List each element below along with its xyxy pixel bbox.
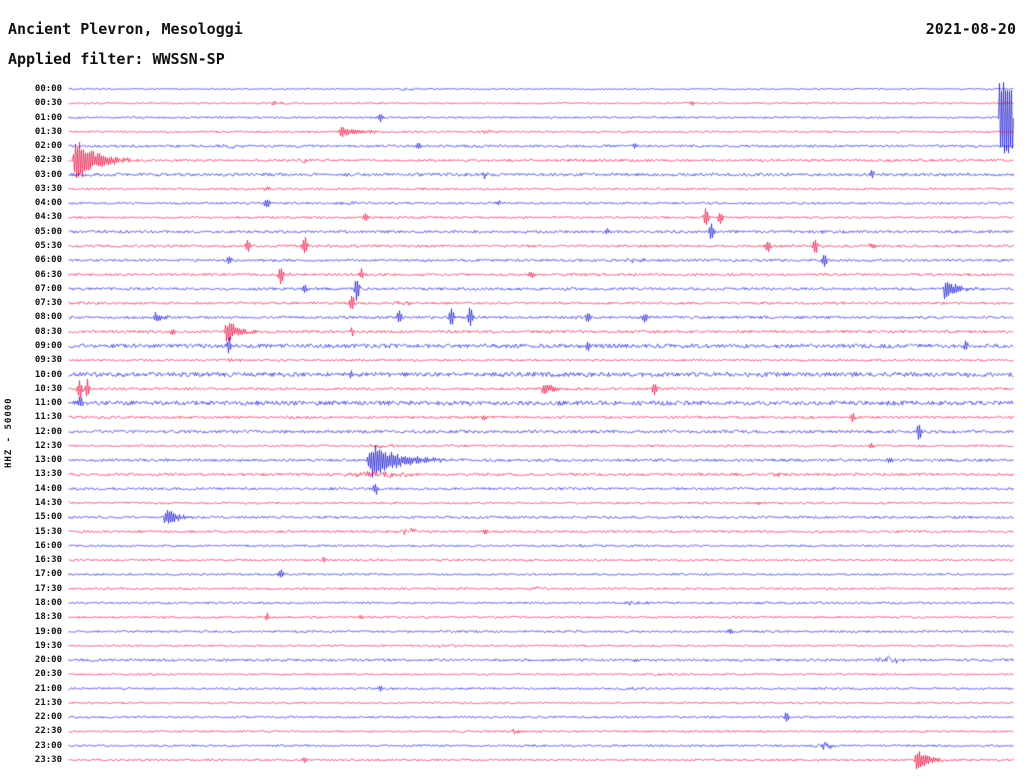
helicorder-canvas bbox=[0, 0, 1024, 780]
seismogram-page: Ancient Plevron, Mesologgi 2021-08-20 Ap… bbox=[0, 0, 1024, 780]
